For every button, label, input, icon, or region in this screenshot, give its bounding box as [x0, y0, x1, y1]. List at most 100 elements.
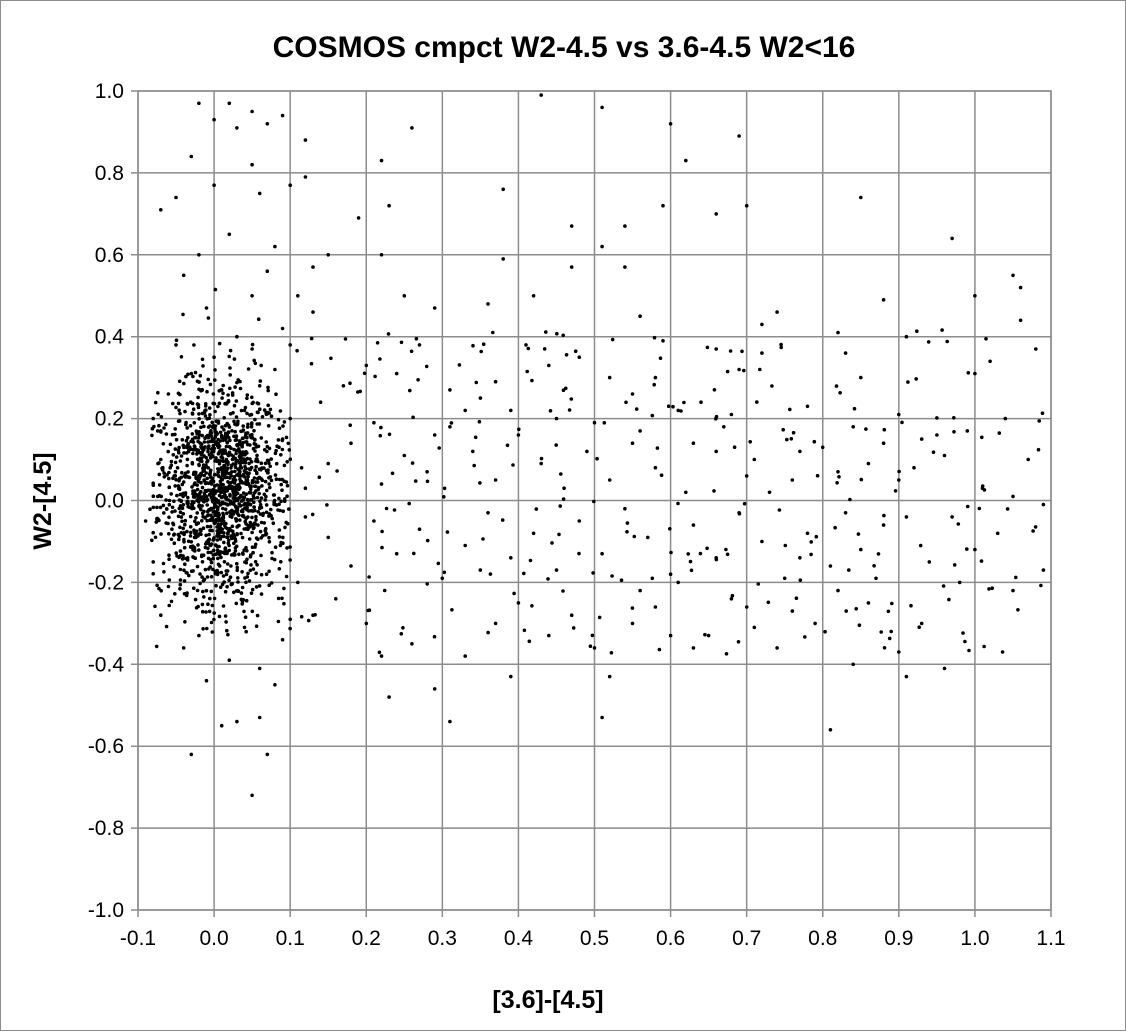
scatter-point	[192, 343, 196, 347]
scatter-point	[212, 596, 217, 601]
scatter-point	[242, 408, 247, 413]
scatter-point	[267, 583, 272, 587]
scatter-point	[276, 438, 281, 442]
scatter-point	[259, 553, 263, 558]
scatter-point	[159, 589, 163, 593]
scatter-point	[188, 534, 193, 538]
scatter-point	[172, 565, 176, 569]
scatter-point	[595, 456, 599, 461]
scatter-point	[240, 570, 244, 574]
scatter-point	[942, 453, 947, 458]
scatter-point	[276, 619, 281, 624]
scatter-point	[282, 420, 287, 424]
scatter-point	[912, 465, 916, 470]
scatter-point	[900, 420, 904, 425]
scatter-point	[760, 539, 764, 544]
scatter-point	[277, 445, 281, 450]
scatter-point	[220, 425, 224, 429]
scatter-point	[180, 438, 185, 442]
scatter-point	[775, 310, 779, 314]
scatter-point	[198, 373, 203, 378]
scatter-point	[216, 522, 221, 526]
scatter-point	[225, 432, 230, 437]
scatter-point	[176, 448, 181, 453]
scatter-point	[744, 203, 749, 208]
scatter-point	[228, 412, 233, 416]
scatter-point	[207, 609, 212, 614]
scatter-point	[714, 212, 718, 216]
scatter-point	[225, 440, 229, 445]
scatter-point	[231, 496, 236, 500]
scatter-point	[181, 646, 186, 650]
scatter-point	[221, 574, 226, 578]
scatter-point	[245, 557, 249, 562]
scatter-point	[1036, 447, 1041, 452]
scatter-point	[197, 417, 201, 421]
scatter-point	[326, 461, 331, 466]
scatter-point	[255, 495, 260, 500]
scatter-point	[236, 576, 240, 580]
scatter-point	[186, 372, 190, 377]
scatter-point	[192, 586, 196, 590]
scatter-point	[254, 514, 258, 519]
scatter-point	[177, 537, 181, 542]
scatter-point	[151, 572, 155, 576]
scatter-point	[758, 367, 762, 372]
scatter-point	[634, 407, 639, 411]
scatter-point	[277, 426, 282, 431]
scatter-point	[179, 475, 183, 480]
scatter-point	[493, 379, 498, 384]
scatter-point	[197, 548, 201, 552]
scatter-point	[691, 441, 696, 446]
scatter-point	[190, 460, 195, 465]
scatter-point	[171, 401, 175, 406]
scatter-point	[425, 582, 430, 586]
scatter-point	[159, 613, 163, 617]
scatter-point	[394, 551, 399, 556]
scatter-point	[186, 504, 190, 509]
scatter-point	[205, 476, 209, 481]
scatter-point	[182, 579, 187, 583]
scatter-point	[790, 478, 795, 482]
scatter-point	[783, 543, 788, 548]
scatter-point	[630, 606, 635, 610]
scatter-point	[607, 674, 612, 679]
scatter-point	[488, 572, 493, 576]
scatter-point	[266, 471, 270, 475]
scatter-point	[240, 585, 245, 590]
y-axis-title: W2-[4.5]	[29, 452, 57, 549]
scatter-point	[724, 547, 728, 552]
scatter-point	[201, 526, 206, 530]
scatter-point	[997, 431, 1002, 435]
scatter-point	[233, 549, 238, 553]
scatter-point	[243, 433, 248, 438]
scatter-point	[211, 424, 216, 428]
scatter-point	[215, 548, 220, 553]
scatter-point	[554, 416, 559, 421]
scatter-point	[193, 493, 197, 497]
scatter-point	[201, 469, 205, 473]
scatter-point	[266, 385, 270, 390]
scatter-point	[442, 486, 447, 491]
scatter-point	[809, 540, 813, 544]
scatter-point	[198, 581, 202, 586]
x-tick-label: 1.0	[960, 927, 989, 950]
scatter-point	[221, 450, 226, 455]
scatter-point	[254, 489, 258, 493]
scatter-point	[198, 456, 203, 461]
scatter-point	[509, 408, 513, 413]
scatter-point	[239, 591, 244, 595]
scatter-point	[790, 609, 795, 613]
scatter-point	[630, 441, 635, 446]
x-axis-tick-labels: -0.1 0.0 0.1 0.2 0.3 0.4 0.5 0.6 0.7 0.8 0.9 1.0 1.1	[120, 927, 1066, 950]
scatter-point	[254, 624, 259, 628]
scatter-point	[486, 630, 490, 635]
scatter-point	[285, 494, 289, 499]
scatter-point	[779, 342, 783, 347]
scatter-point	[219, 388, 223, 392]
scatter-point	[265, 458, 270, 463]
scatter-point	[208, 557, 213, 562]
scatter-point	[705, 546, 709, 551]
scatter-point	[866, 461, 871, 466]
scatter-point	[760, 351, 764, 355]
